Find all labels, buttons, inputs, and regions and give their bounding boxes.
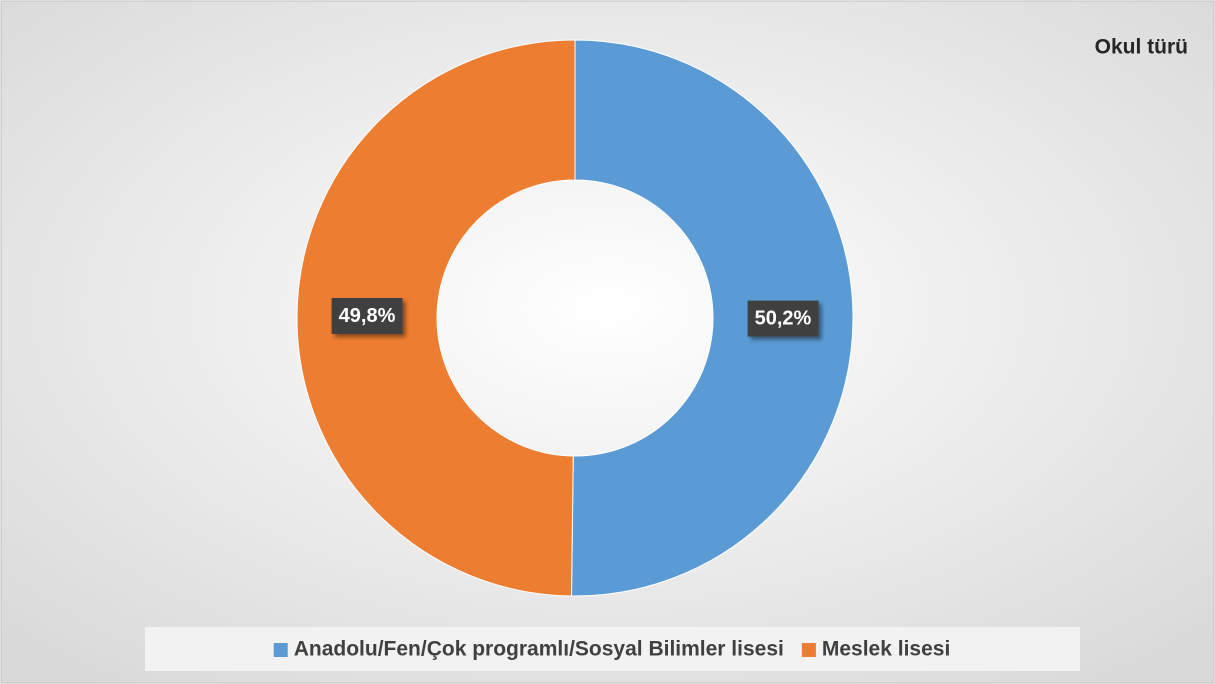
data-label-box <box>747 300 819 337</box>
legend-swatch <box>273 643 288 657</box>
donut-slice <box>296 39 576 597</box>
data-label: 50,2% <box>755 308 812 330</box>
data-label-box <box>331 297 403 334</box>
data-label: 49,8% <box>339 305 396 327</box>
legend-swatch <box>801 643 816 657</box>
donut-slice <box>571 39 854 597</box>
legend-label: Anadolu/Fen/Çok programlı/Sosyal Bilimle… <box>294 638 784 661</box>
legend-background <box>145 627 1080 671</box>
legend-label: Meslek lisesi <box>822 638 950 661</box>
chart-title: Okul türü <box>1095 36 1188 59</box>
